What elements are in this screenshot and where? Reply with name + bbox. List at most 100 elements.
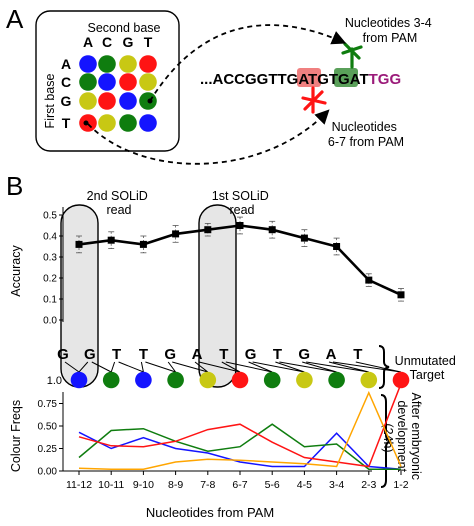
accuracy-axes: 0.0 0.1 0.2 0.3 0.4 0.5 [43, 207, 64, 327]
base-letter: T [353, 346, 362, 363]
chevron [306, 361, 369, 373]
base-letter: G [164, 346, 176, 363]
row-header: G [61, 93, 72, 109]
accuracy-line [78, 224, 402, 296]
grid-cell-yellow [98, 114, 116, 132]
base-letter: G [57, 346, 69, 363]
accuracy-point [300, 234, 308, 242]
accuracy-plot [75, 216, 405, 302]
accuracy-point [107, 236, 115, 244]
arrow-origin-dot-top [147, 98, 153, 104]
second-base-label: Second base [88, 21, 161, 35]
accuracy-point [236, 222, 244, 229]
dna-sequence: ...ACCGGTTGATGTGATTGG [200, 71, 401, 88]
accuracy-ylabel: Accuracy [9, 245, 23, 297]
x-tick-label: 1-2 [393, 479, 408, 491]
x-tick-label: 7-8 [200, 479, 215, 491]
chevron [145, 361, 177, 373]
green-mutation-icon [341, 42, 363, 69]
grid-cell-blue [119, 92, 137, 110]
grid-cell-yellow [119, 55, 137, 73]
y-tick-label: 0.5 [43, 211, 57, 222]
x-tick-labels: 11-12 10-11 9-10 8-9 7-8 6-7 5-6 4-5 3-4 2-3 1-2 [66, 471, 409, 491]
column-header: T [144, 34, 153, 50]
second-read-label: 2nd SOLiD read [87, 189, 152, 217]
x-tick-label: 5-6 [265, 479, 280, 491]
base-letter: G [298, 346, 310, 363]
panel-b-label: B [6, 171, 23, 201]
accuracy-point [397, 291, 405, 299]
colour-freq-axes: 0.00 0.25 0.50 0.75 [38, 392, 372, 478]
x-tick-label: 9-10 [133, 479, 154, 491]
freq-series-line [78, 383, 402, 468]
base-row-value: 1.0 [47, 375, 62, 387]
y-tick-label: 0.75 [38, 399, 58, 410]
row-header: T [62, 115, 71, 131]
base-circle-red [392, 371, 410, 389]
annotation-top: Nucleotides 3-4 from PAM [345, 16, 435, 45]
base-circle-green [167, 371, 184, 389]
chevron [332, 361, 402, 373]
accuracy-point [268, 226, 276, 234]
x-tick-label: 8-9 [168, 479, 183, 491]
base-color-circles [70, 371, 410, 389]
grid-cell-red [119, 73, 137, 91]
y-tick-label: 0.1 [43, 295, 57, 306]
base-circle-red [231, 371, 249, 389]
base-letter: T [139, 346, 148, 363]
grid-cell-green [79, 73, 97, 91]
row-header: C [61, 74, 71, 90]
grid-cell-green [119, 114, 137, 132]
base-letter: A [326, 346, 337, 363]
accuracy-point [139, 240, 147, 248]
arrow-origin-dot-bottom [83, 120, 89, 126]
y-tick-label: 0.00 [38, 467, 58, 478]
y-tick-label: 0.50 [38, 422, 58, 433]
base-circle-blue [135, 371, 152, 389]
first-base-label: First base [43, 74, 57, 129]
grid-cell-red [98, 92, 116, 110]
first-read-label: 1st SOLiD read [212, 189, 272, 217]
grid-cell-green [98, 55, 116, 73]
column-header: A [83, 34, 93, 50]
colour-freq-ylabel: Colour Freqs [9, 400, 23, 472]
base-circle-yellow [296, 371, 313, 389]
accuracy-point [365, 276, 373, 284]
x-tick-label: 11-12 [66, 479, 92, 491]
y-tick-label: 0.2 [43, 274, 57, 285]
x-tick-label: 4-5 [297, 479, 312, 491]
x-tick-label: 10-11 [98, 479, 124, 491]
base-letter: A [192, 346, 203, 363]
column-header: G [123, 34, 134, 50]
base-circle-yellow [360, 371, 378, 389]
freq-series-line [78, 390, 402, 470]
color-grid-box [35, 10, 180, 152]
first-read-capsule [198, 204, 237, 388]
row-header: A [61, 56, 71, 72]
freq-series-line [78, 423, 401, 470]
freq-series-line [78, 431, 402, 470]
base-letter: T [273, 346, 282, 363]
grid-cell-yellow [79, 92, 97, 110]
grid-cell-blue [139, 114, 157, 132]
y-tick-label: 0.25 [38, 444, 58, 455]
base-circle-green [263, 371, 281, 389]
accuracy-point [333, 243, 341, 250]
base-circle-blue [70, 371, 88, 389]
accuracy-point [204, 226, 212, 234]
base-letter: G [84, 346, 96, 363]
grid-cell-yellow [139, 73, 157, 91]
unmutated-brace [378, 345, 390, 389]
red-mutation-icon [301, 86, 327, 114]
x-tick-label: 2-3 [361, 479, 376, 491]
y-tick-label: 0.4 [43, 232, 57, 243]
base-letter: T [219, 346, 228, 363]
panel-a-label: A [6, 4, 24, 34]
y-tick-label: 0.0 [43, 316, 57, 327]
x-tick-label: 6-7 [232, 479, 247, 491]
x-axis-label: Nucleotides from PAM [146, 505, 274, 520]
arrow-to-bottom-annotation [87, 109, 330, 165]
